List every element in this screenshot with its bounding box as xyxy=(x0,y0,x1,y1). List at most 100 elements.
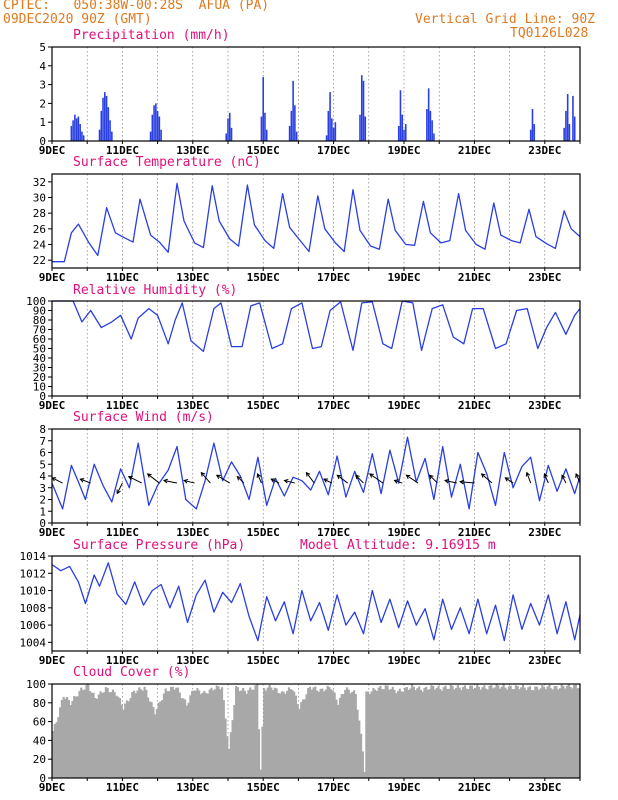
cloud-column xyxy=(448,688,451,778)
precipitation-bar xyxy=(151,114,154,141)
cloud-column xyxy=(426,689,430,778)
precipitation-panel: 0 1 2 3 4 5 9DEC 11DEC 13DEC 15DEC 17DEC 19DEC 21DEC… xyxy=(39,41,581,157)
precipitation-bar xyxy=(565,110,567,141)
cloud-column xyxy=(351,691,354,778)
cloud-column xyxy=(92,692,95,778)
precipitation-bar xyxy=(230,127,233,141)
cloud-column xyxy=(55,722,58,778)
cloud-column xyxy=(537,689,540,778)
wind-xtick-label: 15DEC xyxy=(247,526,280,539)
wind-vector-arrow xyxy=(116,482,123,495)
cloud-column xyxy=(222,700,225,778)
temperature-title: Surface Temperature (nC) xyxy=(73,155,261,170)
temperature-xtick-label: 13DEC xyxy=(176,271,209,284)
precipitation-bar xyxy=(292,80,294,141)
temperature-ytick-label: 26 xyxy=(33,223,46,236)
humidity-ytick-label: 40 xyxy=(33,352,46,365)
cloud-column xyxy=(551,689,554,778)
precipitation-bar xyxy=(288,125,291,141)
cloud-column xyxy=(215,685,218,778)
cloud-column xyxy=(493,687,496,778)
cloud-column xyxy=(423,687,426,778)
precipitation-bar xyxy=(572,95,574,141)
precipitation-xtick-label: 19DEC xyxy=(387,144,420,157)
cloud-column xyxy=(541,684,544,778)
cloud-column xyxy=(113,692,116,778)
precipitation-bar xyxy=(264,112,266,141)
wind-title: Surface Wind (m/s) xyxy=(73,410,214,425)
precipitation-bar xyxy=(79,124,81,141)
cloud-column xyxy=(219,689,222,778)
wind-ytick-label: 3 xyxy=(39,482,46,495)
cloud-column xyxy=(194,690,197,778)
cloud-column xyxy=(83,689,86,778)
cloud-column xyxy=(282,691,285,778)
cloud-column xyxy=(132,690,136,778)
cloud-column xyxy=(442,687,445,778)
humidity-ytick-label: 50 xyxy=(33,343,46,356)
cloud-column xyxy=(560,684,563,778)
cloud-column xyxy=(374,689,377,778)
precipitation-bar xyxy=(290,110,293,141)
precipitation-bar xyxy=(331,118,333,141)
pressure-ytick-label: 1012 xyxy=(20,567,47,580)
cloud-column xyxy=(349,693,352,778)
cloud-column xyxy=(506,689,509,778)
cloud-column xyxy=(407,689,410,778)
precipitation-bar xyxy=(228,112,231,141)
humidity-xtick-label: 21DEC xyxy=(458,399,491,412)
cloud-column xyxy=(358,720,361,778)
precipitation-xtick-label: 15DEC xyxy=(247,144,280,157)
cloud-column xyxy=(108,692,111,778)
precipitation-bar xyxy=(433,133,435,141)
cloud-column xyxy=(516,686,519,778)
wind-vector-arrow xyxy=(183,478,195,484)
cloud-column xyxy=(176,687,180,778)
humidity-ytick-label: 70 xyxy=(33,324,46,337)
precipitation-xtick-label: 9DEC xyxy=(39,144,66,157)
precipitation-bar xyxy=(332,127,335,141)
wind-ytick-label: 7 xyxy=(39,435,46,448)
cloud-column xyxy=(96,698,99,778)
cloud-column xyxy=(277,692,280,778)
cloud-column xyxy=(384,685,387,778)
cloud-column xyxy=(171,686,174,778)
cloud-column xyxy=(71,700,74,778)
cloud-column xyxy=(523,687,526,778)
cloud-column xyxy=(122,709,125,778)
cloud-column xyxy=(53,723,56,778)
cloud-column xyxy=(412,686,415,778)
cloud-column xyxy=(143,686,146,778)
cloud-column xyxy=(187,702,190,778)
cloud-ytick-label: 20 xyxy=(33,753,46,766)
precipitation-bar xyxy=(426,109,428,141)
precipitation-ytick-label: 1 xyxy=(39,116,46,129)
cloud-column xyxy=(201,692,204,778)
cloud-column xyxy=(565,685,569,778)
cloud-column xyxy=(462,687,465,778)
precipitation-bar xyxy=(77,116,80,141)
cloud-column xyxy=(101,692,104,778)
cloud-column xyxy=(500,686,503,778)
precipitation-bar xyxy=(334,122,337,141)
precipitation-bar xyxy=(82,135,85,141)
cloud-column xyxy=(192,690,195,778)
cloud-column xyxy=(465,688,468,778)
cloud-column xyxy=(544,689,547,778)
cloud-column xyxy=(291,690,294,778)
cloud-column xyxy=(62,696,65,778)
grid-line-info: Vertical Grid Line: 90Z xyxy=(415,12,596,27)
wind-ytick-label: 5 xyxy=(39,458,46,471)
cloud-xtick-label: 21DEC xyxy=(458,781,491,794)
cloud-column xyxy=(528,686,532,778)
cloud-column xyxy=(259,769,262,778)
cloud-column xyxy=(235,685,238,778)
wind-ytick-label: 6 xyxy=(39,447,46,460)
wind-ytick-label: 1 xyxy=(39,505,46,518)
cloud-column xyxy=(502,684,505,778)
cloud-column xyxy=(470,685,474,778)
cloud-column xyxy=(534,686,537,778)
cloud-column xyxy=(432,685,435,778)
cloud-column xyxy=(94,698,97,778)
